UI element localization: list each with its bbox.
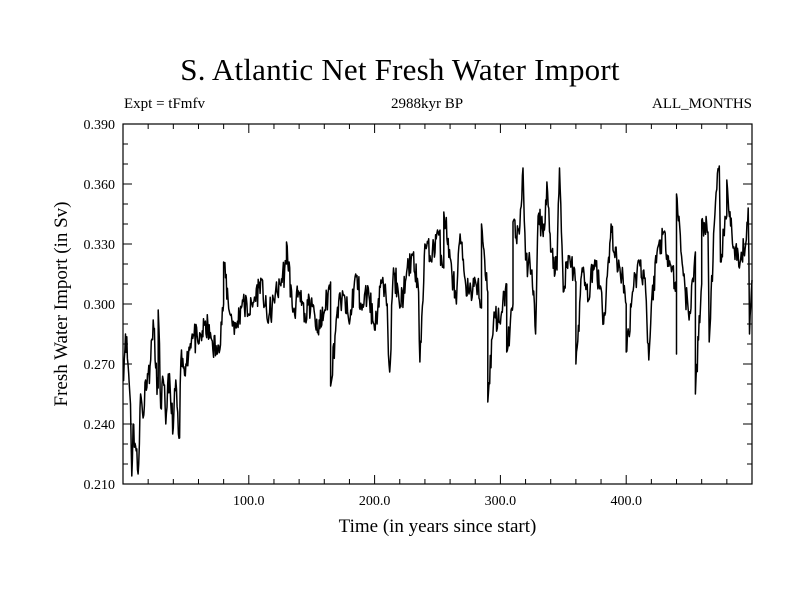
y-tick-label: 0.270 [84,358,116,373]
y-tick-label: 0.300 [84,298,116,313]
x-axis-label: Time (in years since start) [339,516,537,537]
y-tick-label: 0.240 [84,418,116,433]
y-tick-label: 0.360 [84,178,116,193]
x-tick-label: 300.0 [485,494,517,509]
months-label: ALL_MONTHS [652,96,752,112]
fresh-water-series-line [122,165,753,477]
plot-frame [122,123,753,485]
experiment-label: Expt = tFmfv [124,96,205,112]
y-tick-label: 0.390 [84,118,116,133]
chart-title: S. Atlantic Net Fresh Water Import [180,52,620,87]
x-tick-label: 100.0 [233,494,265,509]
y-tick-label: 0.330 [84,238,116,253]
time-period-label: 2988kyr BP [391,96,464,112]
y-axis-label: Fresh Water Import (in Sv) [51,202,72,407]
y-tick-label: 0.210 [84,478,116,493]
x-tick-label: 400.0 [610,494,642,509]
x-tick-label: 200.0 [359,494,391,509]
